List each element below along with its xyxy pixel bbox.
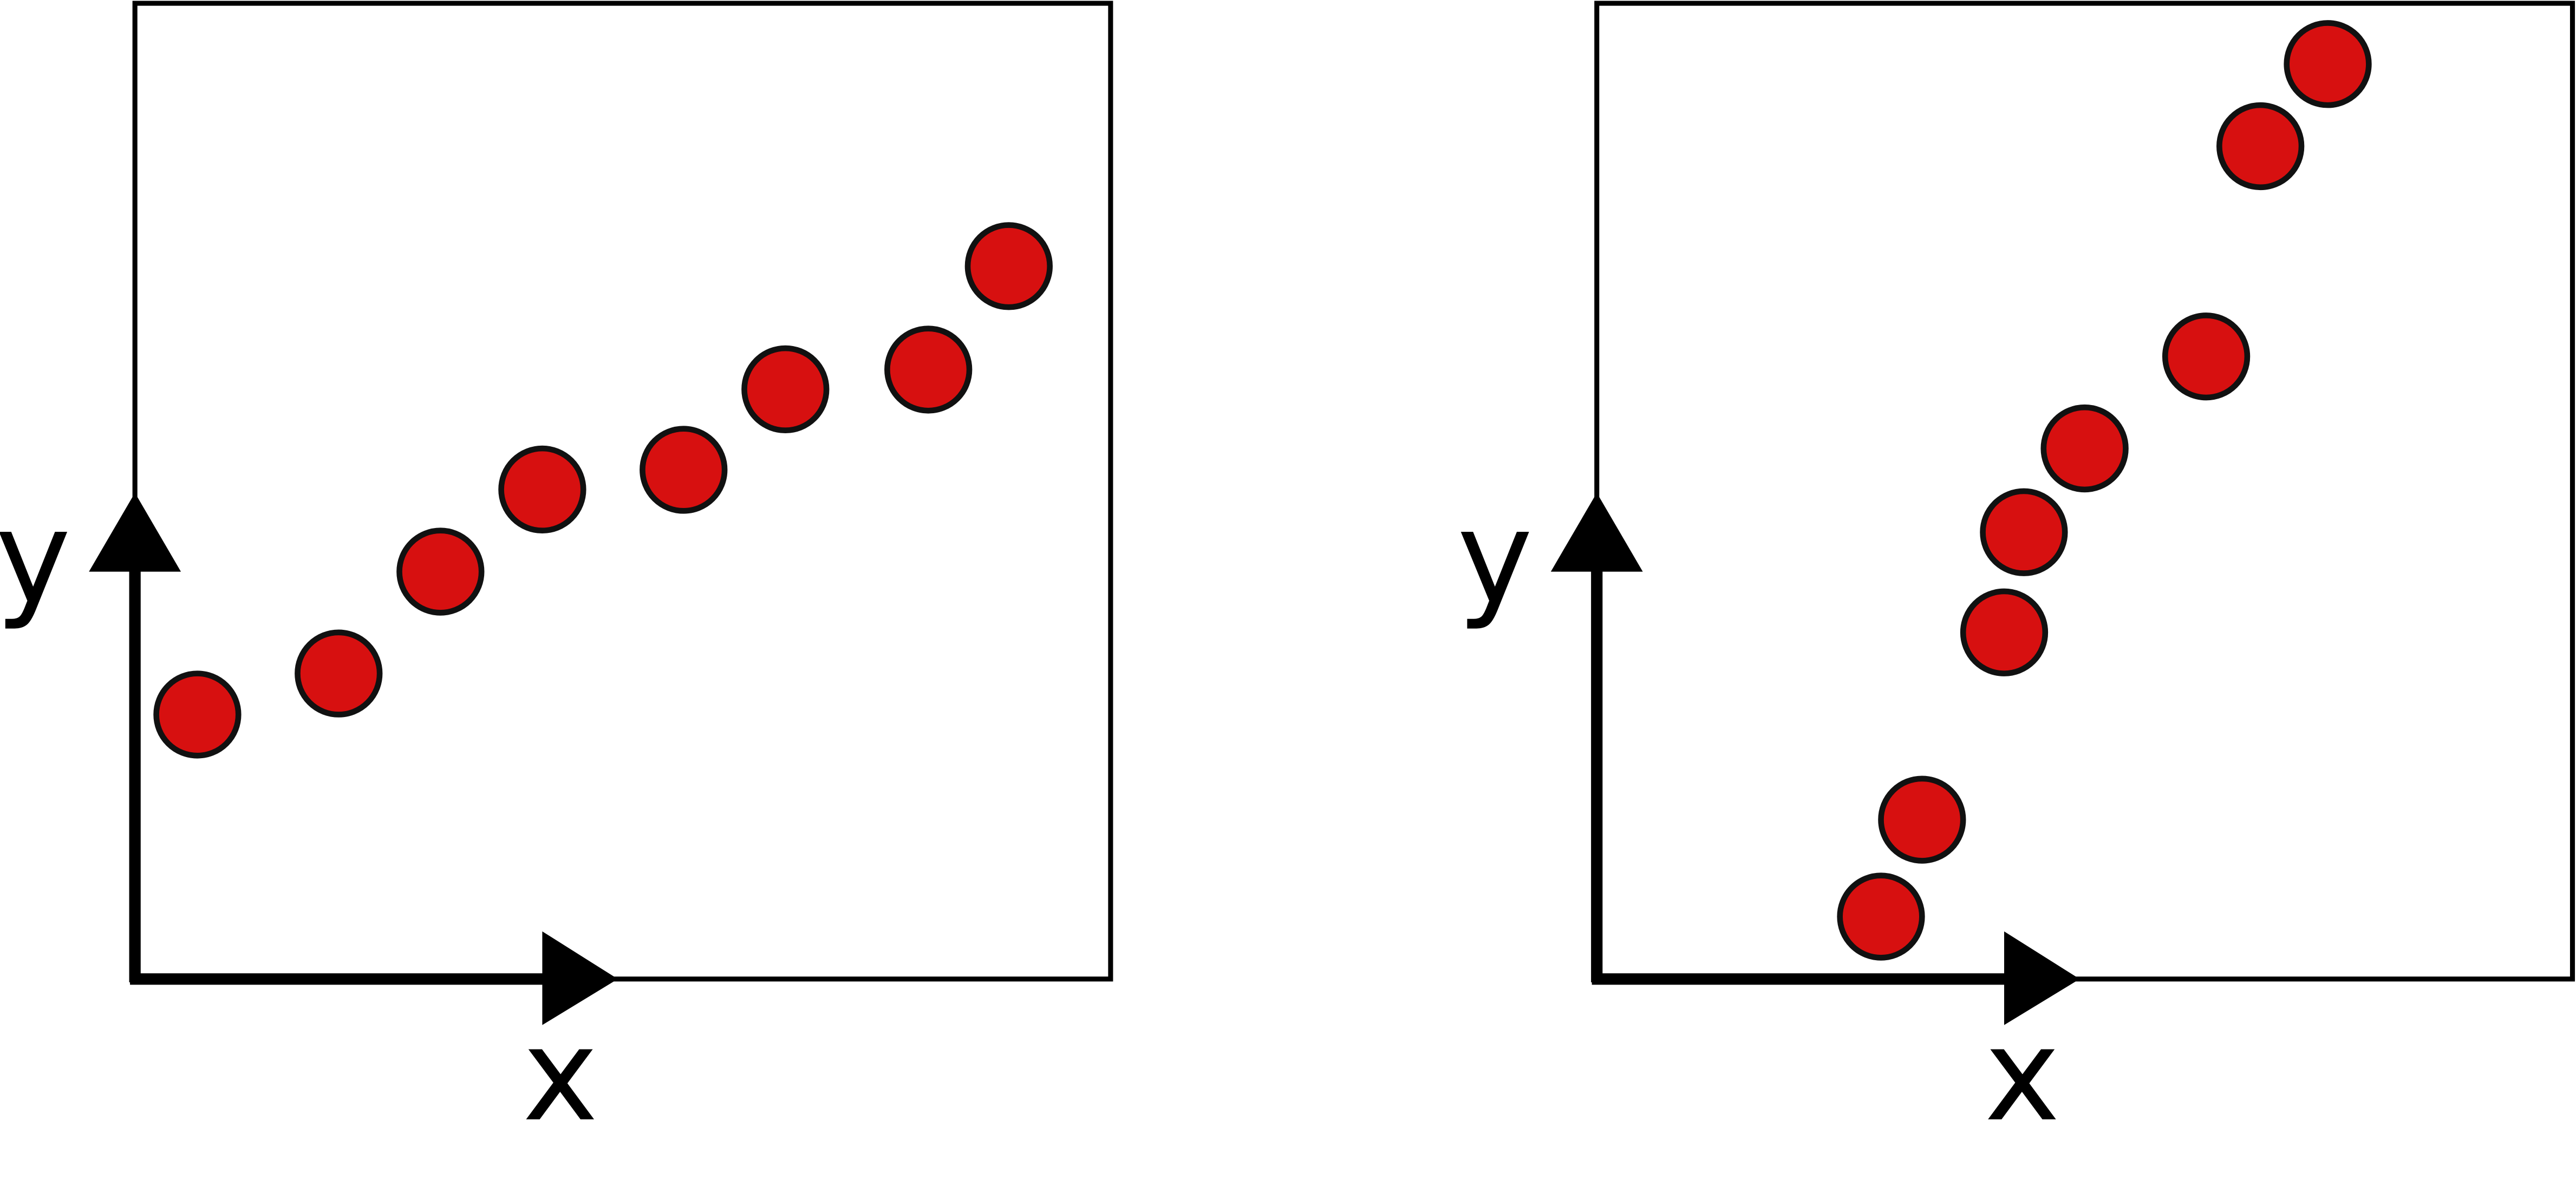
data-point	[498, 445, 586, 534]
data-point	[153, 670, 242, 759]
panel-frame	[1594, 1, 2575, 982]
data-point	[1878, 776, 1966, 864]
x-axis-label: x	[1984, 1000, 2060, 1150]
x-arrowhead	[542, 931, 618, 1025]
data-point	[2040, 404, 2129, 493]
data-point	[741, 345, 830, 434]
x-axis-label: x	[523, 1000, 598, 1150]
data-point	[396, 527, 485, 616]
data-point	[884, 325, 973, 414]
data-point	[964, 222, 1053, 310]
data-point	[2162, 312, 2251, 401]
y-axis-label: y	[0, 483, 71, 632]
data-point	[295, 629, 383, 718]
scatter-panel: yx	[1457, 1, 2575, 1150]
panel-frame	[132, 1, 1113, 982]
y-axis-label: y	[1457, 483, 1533, 632]
scatter-panel: yx	[0, 1, 1113, 1150]
data-point	[1980, 488, 2068, 576]
data-point	[1960, 588, 2049, 676]
data-point	[640, 426, 728, 514]
data-point	[1837, 872, 1925, 961]
data-point	[2216, 102, 2305, 191]
x-arrowhead	[2004, 931, 2080, 1025]
y-arrowhead	[1550, 492, 1643, 572]
y-arrowhead	[89, 492, 181, 572]
data-point	[2284, 20, 2372, 108]
